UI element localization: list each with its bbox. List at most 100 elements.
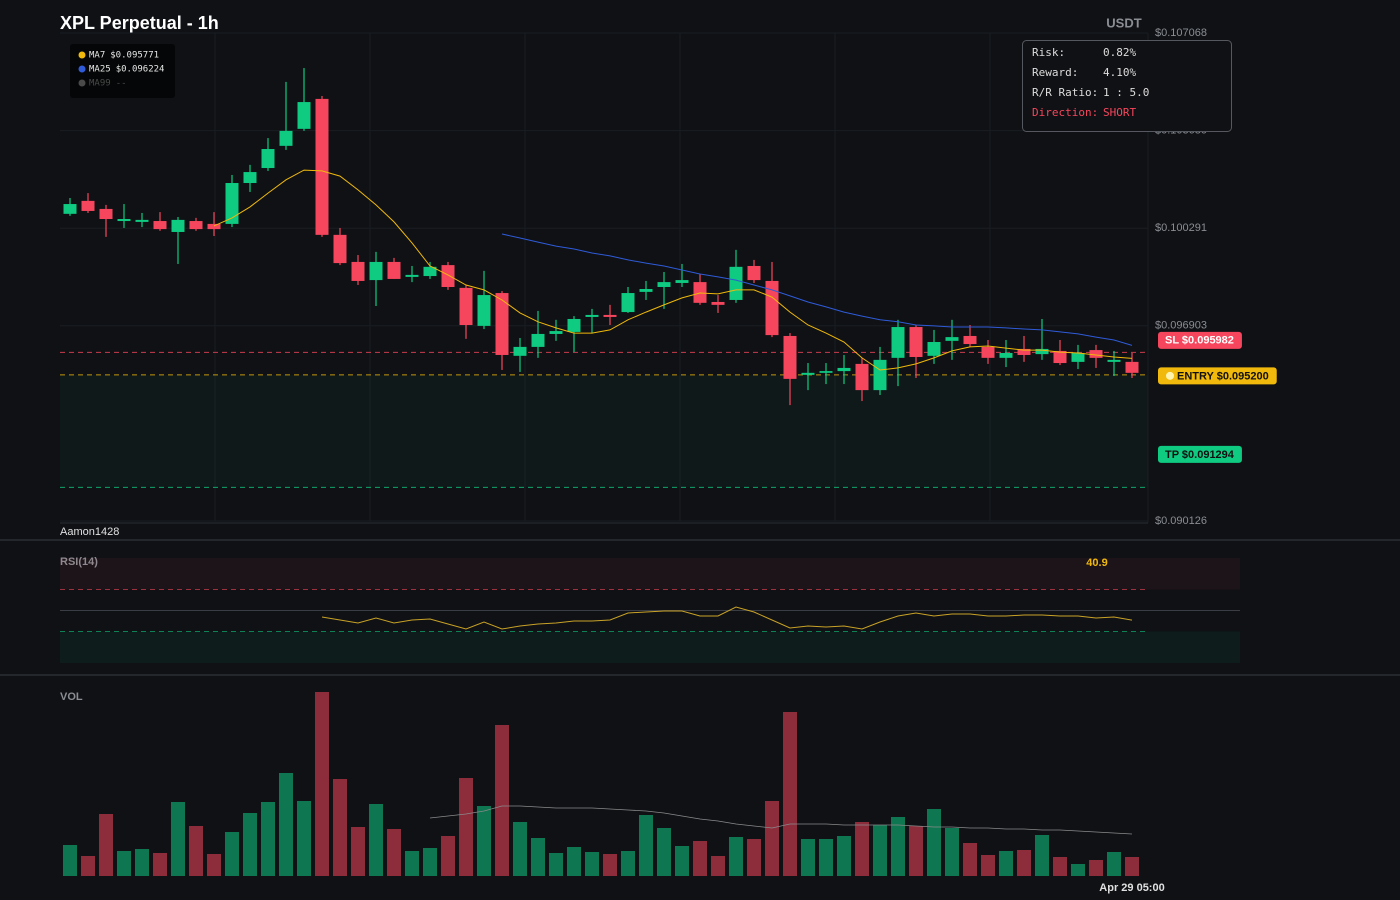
volume-bar: [963, 843, 977, 876]
candle-body: [1035, 348, 1049, 355]
candle-body: [135, 219, 149, 222]
volume-bar: [603, 854, 617, 876]
volume-bar: [315, 692, 329, 876]
volume-bar: [99, 814, 113, 876]
candle-body: [531, 333, 545, 347]
volume-bar: [117, 851, 131, 876]
volume-bar: [1017, 850, 1031, 876]
candle-body: [819, 371, 833, 373]
volume-bar: [243, 813, 257, 876]
risk-value: 1 : 5.0: [1103, 86, 1149, 99]
y-tick-label: $0.107068: [1155, 27, 1207, 39]
candle-body: [675, 280, 689, 283]
entry-dot: [1166, 371, 1174, 380]
candle-body: [189, 221, 203, 230]
volume-bar: [459, 778, 473, 876]
volume-bar: [1053, 857, 1067, 876]
volume-bar: [495, 725, 509, 876]
y-tick-label: $0.096903: [1155, 320, 1207, 332]
watermark: Aamon1428: [60, 526, 119, 538]
candle-body: [603, 314, 617, 317]
volume-bar: [387, 829, 401, 876]
candle-body: [207, 223, 221, 230]
candle-body: [765, 280, 779, 336]
volume-bar: [675, 846, 689, 876]
y-tick-label: $0.100291: [1155, 222, 1207, 234]
candle-body: [927, 342, 941, 356]
unit-label: USDT: [1106, 15, 1141, 30]
volume-bar: [189, 826, 203, 876]
volume-bar: [711, 856, 725, 876]
volume-bar: [405, 851, 419, 876]
volume-bar: [1035, 835, 1049, 876]
candle-body: [657, 282, 671, 287]
chart-title: XPL Perpetual - 1h: [60, 13, 219, 33]
volume-bar: [1107, 852, 1121, 876]
candle-body: [261, 149, 275, 169]
target-zone: [60, 374, 1148, 488]
candle-body: [387, 261, 401, 279]
price-line-label-box: [1158, 367, 1277, 385]
risk-value: 0.82%: [1103, 46, 1136, 59]
candle-body: [99, 208, 113, 220]
candle-body: [63, 204, 77, 214]
volume-bar: [441, 836, 455, 876]
candle-body: [981, 346, 995, 358]
volume-bar: [567, 847, 581, 876]
candle-body: [945, 337, 959, 341]
volume-bar: [765, 801, 779, 876]
candle-body: [801, 372, 815, 375]
grid: [60, 32, 1240, 632]
candle-body: [693, 282, 707, 303]
candle-body: [1107, 359, 1121, 362]
candle-body: [315, 98, 329, 235]
volume-bar: [63, 845, 77, 876]
price-line-label: SL $0.095982: [1165, 335, 1234, 347]
volume-bar: [297, 801, 311, 876]
candle-body: [873, 359, 887, 391]
overbought-zone: [60, 558, 1240, 590]
candle-body: [1053, 350, 1067, 364]
volume-bar: [999, 851, 1013, 876]
candle-body: [495, 293, 509, 355]
candle-body: [837, 367, 851, 372]
candle-body: [153, 221, 167, 230]
candle-body: [279, 130, 293, 146]
volume-bar: [837, 836, 851, 876]
volume-bar: [207, 854, 221, 876]
volume-bar: [351, 827, 365, 876]
volume-bar: [1125, 857, 1139, 876]
zones: [60, 374, 1240, 663]
candle-body: [117, 219, 131, 222]
candle-body: [81, 200, 95, 211]
risk-label: Direction:: [1032, 106, 1098, 119]
volume-bar: [477, 806, 491, 876]
legend-swatch: [78, 79, 86, 87]
price-line-label: TP $0.091294: [1165, 449, 1235, 461]
volume-bar: [225, 832, 239, 876]
volume-bar: [819, 839, 833, 876]
ma-line: [213, 169, 1133, 371]
ma-legend-box: [70, 44, 175, 98]
legend-value: --: [116, 79, 127, 89]
legend-name: MA99: [89, 79, 111, 89]
volume-bar: [621, 851, 635, 876]
volume-bar: [981, 855, 995, 876]
rsi-value: 40.9: [1086, 557, 1107, 569]
volume-bar: [927, 809, 941, 876]
volume-bar: [261, 802, 275, 876]
volume-bar: [801, 839, 815, 876]
volume-bar: [657, 828, 671, 876]
legend-value: $0.096224: [116, 65, 165, 75]
volume-bar: [909, 826, 923, 876]
volume-bar: [279, 773, 293, 876]
risk-panel: [1022, 40, 1232, 132]
price-line-label-box: [1158, 331, 1242, 349]
legend-swatch: [78, 65, 86, 73]
volume-bar: [135, 849, 149, 876]
volume-bar: [585, 852, 599, 876]
candle-body: [585, 314, 599, 317]
candle-body: [441, 265, 455, 287]
candle-body: [909, 327, 923, 357]
candle-body: [729, 266, 743, 300]
